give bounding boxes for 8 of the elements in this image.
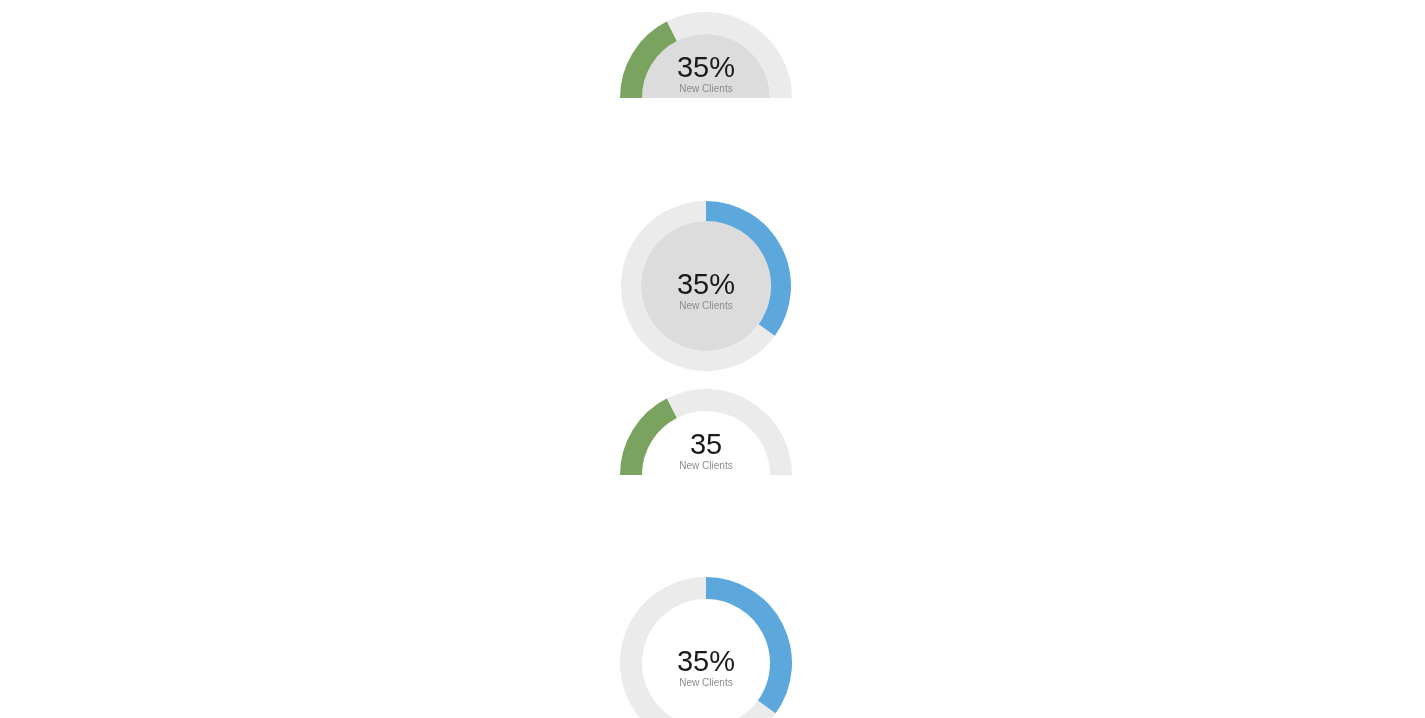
text: New Clients <box>679 676 733 688</box>
text: New Clients <box>679 459 733 471</box>
text: New Clients <box>679 299 733 311</box>
text: 35% <box>676 51 736 83</box>
text: 35% <box>676 645 736 677</box>
text: 35 <box>689 428 723 460</box>
text: New Clients <box>679 82 733 94</box>
text: 35% <box>676 268 736 300</box>
